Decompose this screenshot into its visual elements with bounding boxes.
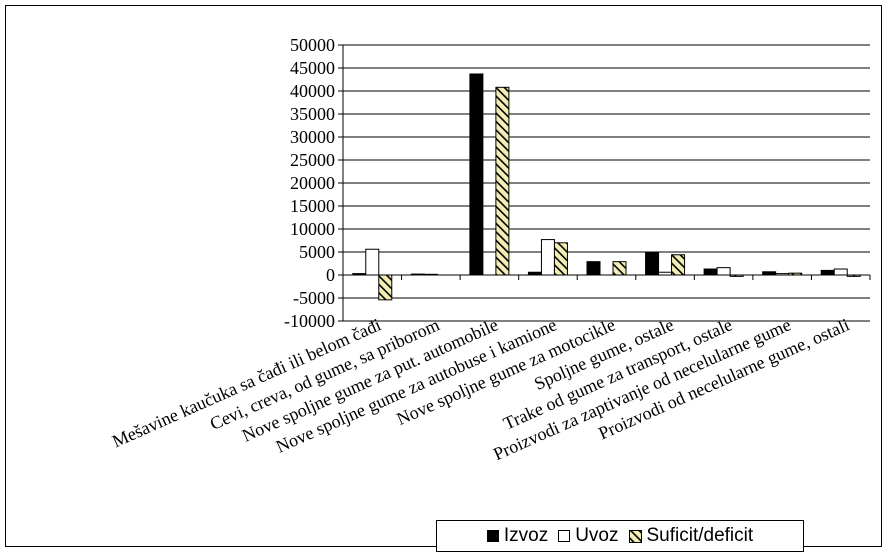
bar-izvoz — [586, 261, 601, 276]
bars — [352, 73, 861, 301]
bar-uvoz — [833, 268, 848, 276]
y-tick-label: 50000 — [290, 35, 335, 55]
y-tick-label: 40000 — [290, 81, 335, 101]
y-tick-label: -10000 — [284, 311, 335, 331]
bar-izvoz — [820, 269, 835, 276]
bar-izvoz — [703, 268, 718, 276]
legend-label-uvoz: Uvoz — [575, 525, 619, 546]
axes — [338, 44, 871, 322]
bar-suficit-deficit — [495, 86, 510, 276]
legend-swatch-suficit-deficit — [628, 529, 642, 543]
bar-suficit-deficit — [612, 261, 627, 276]
bar-suficit-deficit — [553, 242, 568, 276]
legend: Izvoz Uvoz Suficit/deficit — [436, 520, 804, 552]
legend-label-izvoz: Izvoz — [503, 525, 549, 546]
y-tick-label: 5000 — [299, 242, 335, 262]
y-tick-label: -5000 — [293, 288, 335, 308]
legend-item-uvoz: Uvoz — [558, 525, 619, 547]
y-tick-label: 25000 — [290, 150, 335, 170]
y-tick-label: 45000 — [290, 58, 335, 78]
legend-swatch-izvoz — [486, 530, 499, 542]
bar-uvoz — [716, 267, 731, 276]
y-tick-label: 20000 — [290, 173, 335, 193]
bar-suficit-deficit — [378, 274, 393, 301]
bar-uvoz — [365, 248, 380, 276]
chart-frame: 50000 45000 40000 35000 30000 25000 20000 15000… — [5, 5, 882, 552]
y-tick-label: 0 — [326, 265, 335, 285]
gridlines — [343, 44, 870, 322]
y-tick-label: 10000 — [290, 219, 335, 239]
y-tick-label: 35000 — [290, 104, 335, 124]
bar-suficit-deficit — [671, 254, 686, 276]
y-tick-label: 15000 — [290, 196, 335, 216]
legend-swatch-uvoz — [558, 530, 571, 542]
bar-uvoz — [540, 239, 555, 276]
legend-label-suficit-deficit: Suficit/deficit — [646, 525, 754, 546]
bar-izvoz — [645, 251, 660, 276]
chart-plot: 5000045000400003500030000250002000015000… — [109, 35, 871, 464]
bar-izvoz — [469, 73, 484, 276]
legend-item-izvoz: Izvoz — [486, 525, 549, 547]
y-tick-label: 30000 — [290, 127, 335, 147]
legend-item-suficit-deficit: Suficit/deficit — [628, 525, 754, 547]
